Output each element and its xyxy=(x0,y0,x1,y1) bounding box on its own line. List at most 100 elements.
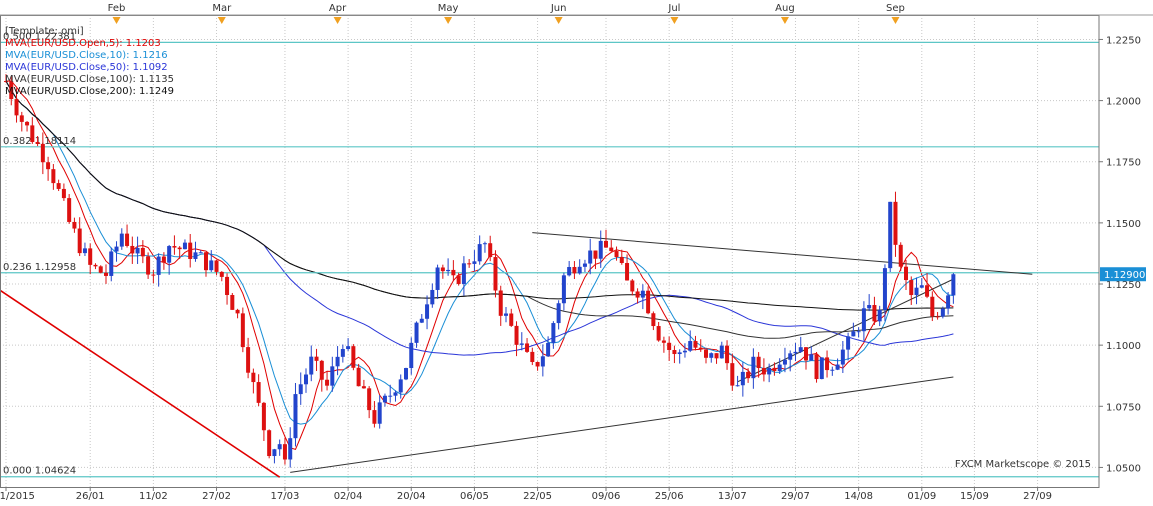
month-label: Aug xyxy=(775,3,795,14)
candle-down xyxy=(930,296,935,317)
candle-down xyxy=(514,325,519,345)
candle-up xyxy=(851,331,856,337)
candle-down xyxy=(67,198,72,222)
candle-up xyxy=(888,201,893,269)
candle-up xyxy=(430,289,435,305)
candle-up xyxy=(709,353,714,358)
candle-down xyxy=(251,372,256,383)
candle-up xyxy=(877,309,882,322)
candle-down xyxy=(535,362,540,367)
candle-up xyxy=(393,392,398,396)
candle-up xyxy=(788,353,793,360)
candle-down xyxy=(367,388,372,411)
candle-up xyxy=(114,246,119,252)
candle-up xyxy=(777,364,782,372)
candle-down xyxy=(225,276,230,295)
candle-down xyxy=(651,313,656,327)
month-marker-icon xyxy=(444,17,453,24)
moving-averages xyxy=(5,80,954,451)
price-tick-label: 1.2250 xyxy=(1106,35,1141,46)
month-label: Jul xyxy=(667,3,680,14)
price-tick-label: 1.1000 xyxy=(1106,341,1141,352)
candle-up xyxy=(740,371,745,386)
candle-down xyxy=(325,379,330,386)
candle-down xyxy=(893,201,898,245)
candle-up xyxy=(946,295,951,309)
candle-up xyxy=(546,342,551,357)
date-tick-label: 06/05 xyxy=(460,491,489,502)
candle-down xyxy=(756,356,761,369)
candle-down xyxy=(19,115,24,122)
candle-down xyxy=(493,257,498,291)
candle-up xyxy=(846,336,851,350)
date-tick-label: 13/07 xyxy=(718,491,747,502)
date-tick-label: 01/09 xyxy=(907,491,936,502)
candle-up xyxy=(830,369,835,371)
month-label: May xyxy=(438,3,459,14)
candle-down xyxy=(319,360,324,380)
candle-up xyxy=(819,357,824,380)
candle-up xyxy=(388,395,393,397)
candle-up xyxy=(419,318,424,323)
date-tick-label: 27/09 xyxy=(1023,491,1052,502)
candle-down xyxy=(904,266,908,281)
candle-up xyxy=(519,343,524,345)
candle-down xyxy=(698,347,703,350)
candle-down xyxy=(104,272,108,276)
candle-up xyxy=(588,250,593,264)
candle-up xyxy=(793,351,798,354)
candle-up xyxy=(461,263,466,284)
candle-down xyxy=(604,240,608,248)
candle-down xyxy=(214,260,219,272)
candle-down xyxy=(140,247,145,257)
candle-down xyxy=(935,316,940,318)
month-marker-icon xyxy=(554,17,563,24)
candle-up xyxy=(167,246,172,263)
legend: [Template: omi]MVA(EUR/USD.Open,5): 1.12… xyxy=(5,26,174,97)
month-marker-icon xyxy=(780,17,789,24)
candle-up xyxy=(682,350,687,353)
candle-up xyxy=(688,341,693,351)
fibonacci-levels: 0.500 1.22381 0.382 1.18114 0.236 1.12958 0… xyxy=(0,31,1099,478)
candle-down xyxy=(614,251,619,258)
candle-down xyxy=(130,245,135,254)
month-label: Apr xyxy=(329,3,347,14)
candle-up xyxy=(940,308,945,317)
candle-down xyxy=(656,326,661,341)
price-tick-label: 1.0750 xyxy=(1106,402,1141,413)
fib-level-label: 0.000 1.04624 xyxy=(3,466,76,477)
candle-down xyxy=(30,125,35,142)
candle-down xyxy=(72,221,77,229)
candle-up xyxy=(193,252,198,259)
candle-up xyxy=(751,356,756,379)
candle-down xyxy=(25,121,30,126)
candle-up xyxy=(867,305,872,309)
candle-down xyxy=(725,345,730,364)
month-marker-icon xyxy=(891,17,900,24)
trend-line xyxy=(737,278,954,383)
candle-down xyxy=(672,350,677,355)
month-label: Mar xyxy=(212,3,232,14)
date-tick-label: 11/02 xyxy=(139,491,168,502)
candle-up xyxy=(135,247,140,254)
trend-line xyxy=(0,289,281,478)
candle-down xyxy=(746,371,751,379)
candle-up xyxy=(425,304,430,319)
candle-up xyxy=(809,354,814,361)
candle-up xyxy=(398,379,403,393)
candle-down xyxy=(761,368,766,375)
date-tick-label: 15/09 xyxy=(960,491,989,502)
candle-down xyxy=(630,280,635,292)
candle-down xyxy=(525,343,530,352)
template-label: [Template: omi] xyxy=(5,26,84,37)
candle-down xyxy=(351,346,356,368)
candle-up xyxy=(556,303,561,324)
candle-down xyxy=(40,143,45,163)
candle-down xyxy=(46,162,51,170)
date-tick-label: 25/06 xyxy=(655,491,684,502)
candle-down xyxy=(925,285,930,297)
candle-up xyxy=(598,240,603,259)
candle-down xyxy=(77,228,82,254)
candle-down xyxy=(204,252,208,271)
